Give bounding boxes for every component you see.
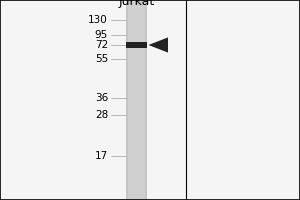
Text: 36: 36 — [95, 93, 108, 103]
Bar — [126, 0, 147, 200]
Polygon shape — [148, 37, 168, 53]
Bar — [126, 43, 147, 47]
Text: 55: 55 — [95, 54, 108, 64]
Text: 17: 17 — [95, 151, 108, 161]
Text: 95: 95 — [95, 30, 108, 40]
Text: 28: 28 — [95, 110, 108, 120]
Text: 130: 130 — [88, 15, 108, 25]
Bar — [128, 0, 145, 200]
Text: Jurkat: Jurkat — [118, 0, 154, 8]
Text: 72: 72 — [95, 40, 108, 50]
